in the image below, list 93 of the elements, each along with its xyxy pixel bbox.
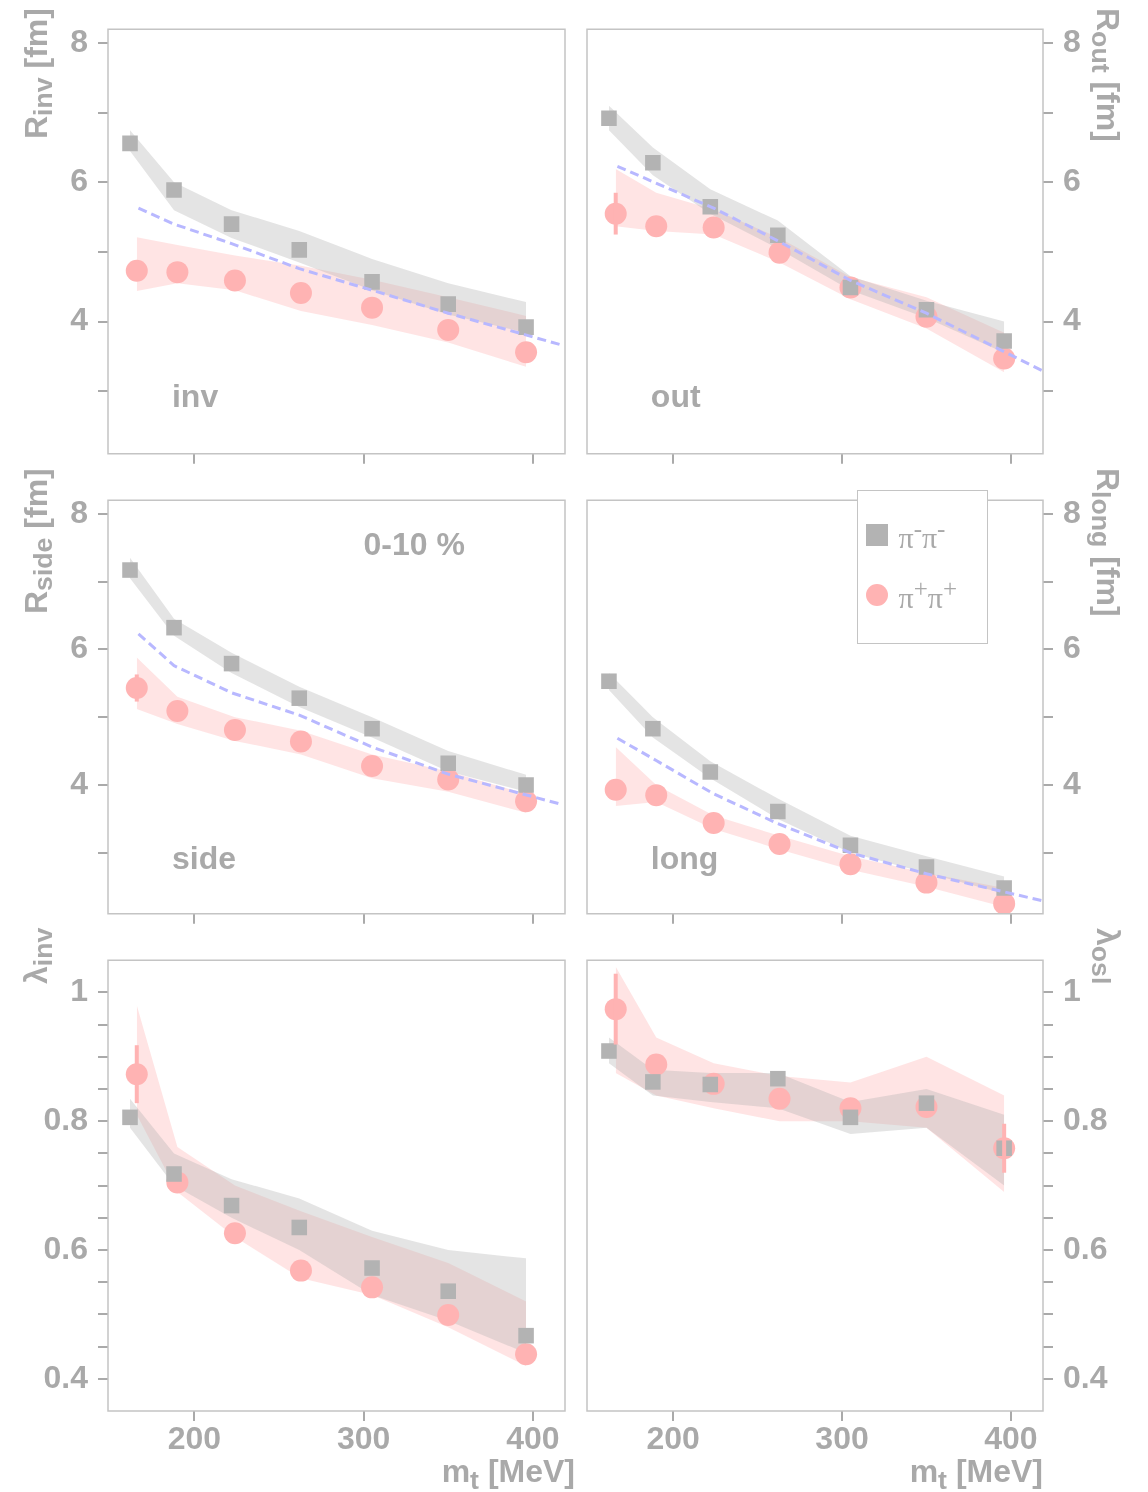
y-tick-label: 0.6 [1063, 1229, 1108, 1266]
annotation: side [171, 839, 237, 876]
point [770, 1070, 786, 1087]
point [437, 1304, 460, 1327]
point [291, 1219, 308, 1236]
point [601, 110, 617, 127]
point [842, 1109, 859, 1126]
point [768, 241, 791, 264]
x-tick-label: 200 [646, 1420, 700, 1457]
y-tick-label: 8 [70, 493, 88, 530]
point [440, 755, 456, 772]
point [518, 1327, 534, 1344]
point [166, 619, 182, 636]
point [291, 242, 308, 258]
y-tick-label: 0.6 [43, 1229, 88, 1266]
point [361, 1276, 384, 1299]
annotation: 0-10 % [363, 525, 465, 562]
point [223, 269, 246, 292]
point [768, 832, 791, 855]
point [645, 155, 661, 171]
point [702, 216, 725, 239]
annotation: long [650, 839, 719, 876]
point [289, 730, 312, 753]
y-tick-label: 8 [1063, 22, 1081, 59]
y-tick-label: 6 [1063, 629, 1081, 666]
legend-label: π$^{+}$π$^{+}$ [898, 575, 957, 615]
y-tick-label: 0.8 [43, 1101, 88, 1138]
point [437, 318, 460, 341]
point [223, 1222, 246, 1245]
point [223, 216, 240, 232]
point [839, 853, 862, 876]
point [645, 215, 668, 238]
y-tick-label: 1 [1063, 972, 1081, 1009]
point [166, 261, 189, 284]
annotation: out [650, 378, 701, 415]
point [291, 690, 308, 706]
point [289, 1259, 312, 1282]
point [122, 562, 138, 578]
point [440, 296, 456, 312]
x-tick-label: 300 [336, 1420, 391, 1457]
point [518, 777, 534, 793]
point [440, 1283, 456, 1299]
y-tick-label: 0.4 [43, 1358, 89, 1395]
point [702, 811, 725, 834]
y-tick-label: 0.8 [1063, 1101, 1108, 1138]
point [645, 1053, 668, 1076]
y-tick-label: 6 [70, 629, 88, 666]
point [604, 778, 627, 801]
point [601, 1043, 617, 1059]
point [223, 655, 240, 672]
point [122, 135, 138, 152]
line-series [615, 736, 1043, 903]
point [770, 803, 786, 820]
point [515, 1343, 538, 1366]
point [518, 319, 534, 335]
point [364, 274, 380, 290]
line-series [136, 632, 562, 806]
point [515, 341, 538, 364]
point [645, 720, 661, 737]
y-tick-label: 0.4 [1063, 1358, 1108, 1395]
y-tick-label: 6 [1063, 162, 1081, 199]
point [702, 764, 719, 780]
y-tick-label: 1 [70, 972, 88, 1009]
y-tick-label: 4 [1063, 301, 1081, 338]
point [364, 1260, 380, 1276]
point [364, 720, 380, 737]
legend-label: π$^{-}$π$^{-}$ [898, 515, 946, 555]
x-tick-label: 300 [815, 1420, 869, 1457]
point [166, 182, 182, 198]
x-tick-label: 200 [167, 1420, 222, 1457]
point [996, 333, 1012, 349]
y-tick-label: 4 [1063, 764, 1081, 801]
point [601, 673, 617, 690]
point [361, 296, 384, 319]
y-tick-label: 4 [70, 764, 89, 801]
point [645, 1074, 661, 1090]
annotation: inv [171, 378, 219, 415]
point [223, 719, 246, 742]
point [125, 259, 148, 282]
point [645, 784, 668, 807]
point [289, 282, 312, 305]
point [361, 754, 384, 777]
y-tick-label: 8 [1063, 493, 1081, 530]
point [918, 859, 935, 875]
y-tick-label: 6 [70, 162, 88, 199]
point [768, 1087, 791, 1110]
line-series [136, 206, 562, 347]
point [166, 1166, 182, 1182]
point [223, 1197, 240, 1214]
y-tick-label: 8 [70, 22, 88, 59]
y-tick-label: 4 [70, 301, 89, 338]
point [122, 1109, 138, 1126]
point [166, 700, 189, 723]
